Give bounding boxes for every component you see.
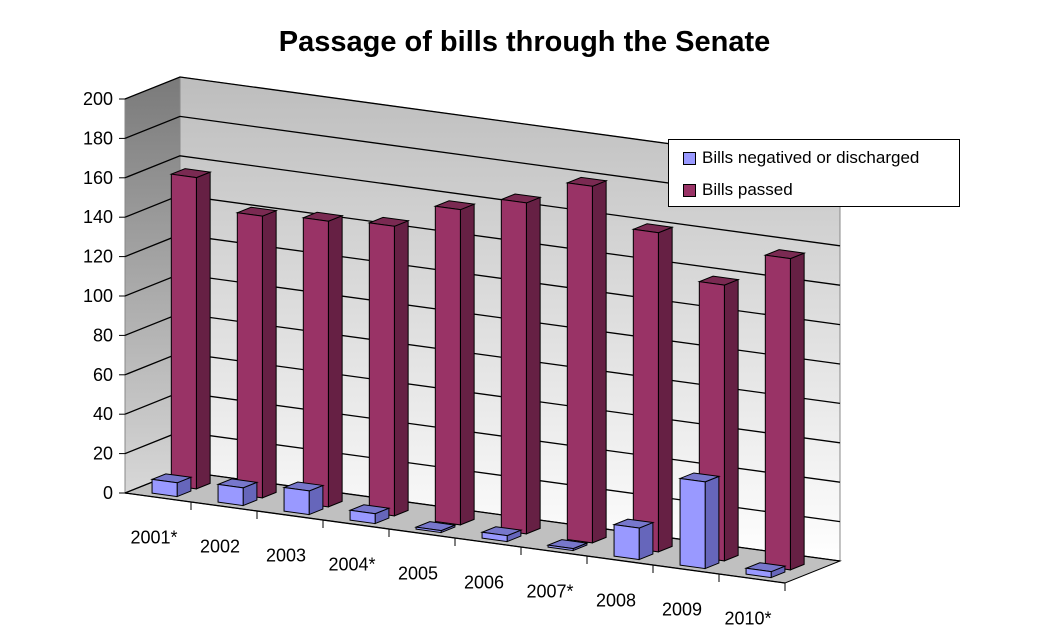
bar-bills-negatived-side xyxy=(704,475,720,570)
bar-bills-passed xyxy=(764,254,791,571)
bar-bills-passed-side xyxy=(327,214,343,508)
bar-bills-passed-side xyxy=(195,171,211,490)
bar-bills-negatived xyxy=(481,531,508,543)
legend: Bills negatived or discharged Bills pass… xyxy=(668,139,960,207)
y-tick-label: 180 xyxy=(83,128,113,148)
bar-bills-negatived xyxy=(349,509,376,525)
bar-bills-passed xyxy=(236,212,263,499)
x-tick-label: 2006 xyxy=(464,573,504,593)
bar-bills-negatived xyxy=(745,567,772,579)
bar-bills-passed-side xyxy=(723,278,739,562)
y-tick-label: 140 xyxy=(83,207,113,227)
bar-bills-negatived xyxy=(679,477,706,570)
y-tick-label: 200 xyxy=(83,89,113,109)
bar-bills-passed-side xyxy=(393,220,409,517)
chart-title: Passage of bills through the Senate xyxy=(278,26,771,58)
y-tick-label: 120 xyxy=(83,247,113,267)
legend-item-negatived: Bills negatived or discharged xyxy=(683,148,919,168)
bar-bills-passed xyxy=(434,205,461,526)
x-tick-label: 2002 xyxy=(200,537,240,557)
gridline xyxy=(124,115,841,208)
bar-bills-passed-side xyxy=(657,226,673,553)
legend-label-passed: Bills passed xyxy=(702,180,793,199)
x-tick-label: 2008 xyxy=(596,591,636,611)
y-tick-label: 80 xyxy=(93,325,113,345)
bar-bills-passed-side xyxy=(591,180,607,544)
bar-bills-passed xyxy=(368,222,395,517)
gridline xyxy=(124,155,841,247)
x-tick-label: 2009 xyxy=(662,600,702,620)
y-tick-label: 100 xyxy=(83,286,113,306)
bar-bills-negatived xyxy=(217,483,244,507)
y-tick-label: 20 xyxy=(93,444,113,464)
y-tick-label: 0 xyxy=(103,483,113,503)
bar-bills-passed xyxy=(302,217,329,508)
bar-bills-negatived xyxy=(415,526,442,534)
x-tick-label: 2007* xyxy=(526,582,573,602)
bar-bills-negatived-side xyxy=(638,521,654,561)
x-tick-label: 2005 xyxy=(398,564,438,584)
bar-bills-passed xyxy=(632,228,659,553)
gridline xyxy=(124,76,841,168)
bar-bills-passed xyxy=(170,173,197,490)
bar-bills-negatived xyxy=(283,486,310,516)
bar-bills-negatived xyxy=(151,478,178,498)
bar-bills-passed-side xyxy=(459,203,475,526)
bar-bills-passed-side xyxy=(261,209,277,499)
x-tick-label: 2001* xyxy=(130,528,177,548)
bar-bills-passed-side xyxy=(789,252,805,571)
x-tick-label: 2004* xyxy=(328,555,375,575)
legend-item-passed: Bills passed xyxy=(683,180,793,200)
bar-bills-negatived xyxy=(547,544,574,552)
legend-swatch-passed xyxy=(683,183,696,197)
bar-bills-negatived xyxy=(613,524,640,561)
bar-bills-passed xyxy=(500,198,527,535)
x-tick-label: 2010* xyxy=(724,609,771,629)
y-tick-label: 60 xyxy=(93,365,113,385)
legend-label-negatived: Bills negatived or discharged xyxy=(702,148,920,167)
y-tick-label: 160 xyxy=(83,168,113,188)
bar-bills-passed xyxy=(566,182,593,544)
y-tick-label: 40 xyxy=(93,404,113,424)
bar-bills-passed-side xyxy=(525,196,541,535)
legend-swatch-negatived xyxy=(683,151,696,165)
x-tick-label: 2003 xyxy=(266,546,306,566)
